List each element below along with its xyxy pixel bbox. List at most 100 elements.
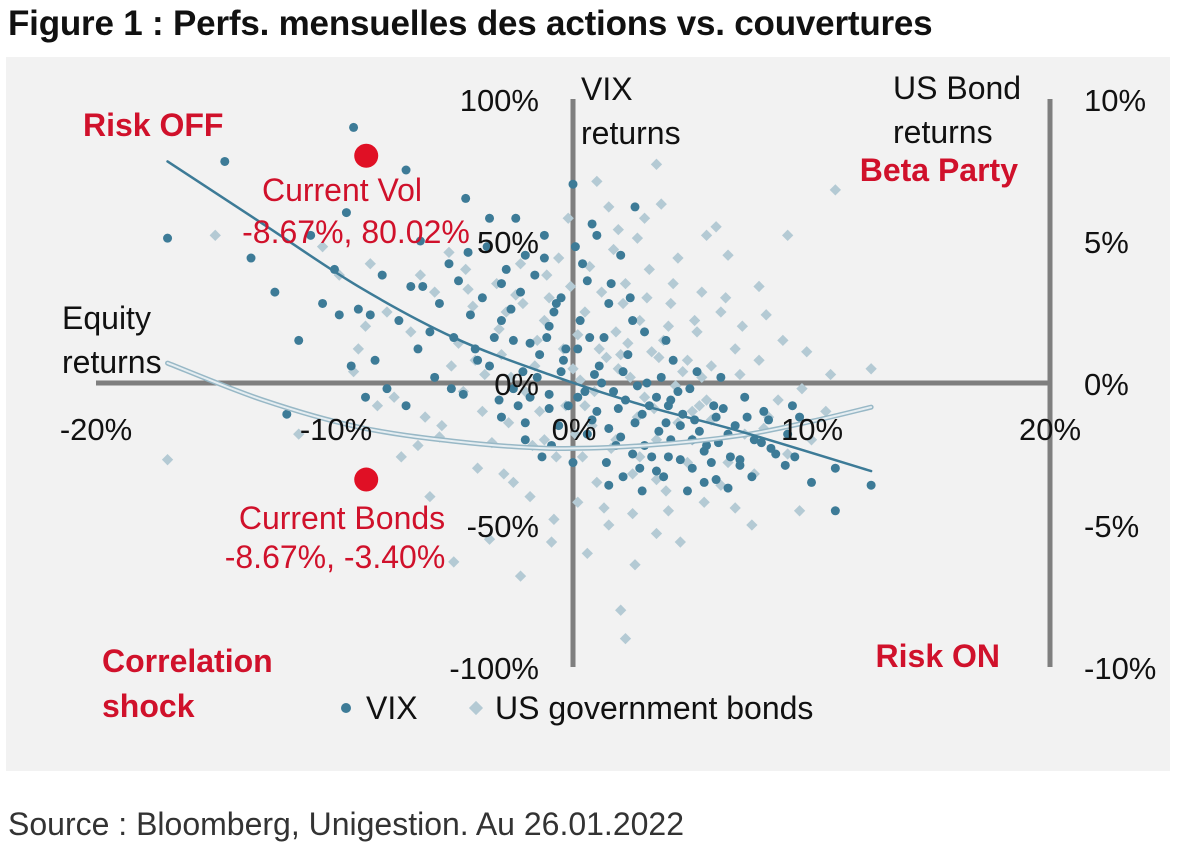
vix-point [687, 463, 697, 473]
vix-point [654, 426, 664, 436]
vix-point [601, 458, 611, 468]
vix-point [544, 404, 554, 414]
vix-point [723, 483, 733, 493]
vix-point [413, 344, 423, 354]
vix-point [246, 253, 256, 263]
legend-vix-label: VIX [366, 690, 418, 726]
y-right-axis-title: US Bond [893, 70, 1021, 106]
bonds-point [607, 243, 620, 256]
x-tick-label: 10% [781, 412, 843, 447]
vix-point [508, 335, 518, 345]
vix-point [642, 378, 652, 388]
vix-point [508, 384, 518, 394]
bonds-point [805, 434, 818, 446]
bonds-point [498, 468, 510, 480]
vix-point [749, 435, 759, 445]
bonds-point [493, 323, 505, 335]
bonds-point [696, 286, 708, 298]
bonds-point [760, 309, 772, 321]
vix-point [742, 412, 752, 422]
bonds-point [600, 351, 613, 364]
legend-bonds-label: US government bonds [495, 690, 813, 726]
bonds-point [624, 371, 636, 383]
vix-point [766, 443, 776, 453]
legend-bonds-marker [468, 700, 484, 716]
vix-point [306, 230, 316, 240]
bonds-point [429, 286, 441, 298]
vix-point [578, 259, 588, 269]
vix-point [592, 406, 602, 416]
vix-point [501, 264, 511, 274]
vix-point [525, 392, 535, 402]
bonds-point [591, 476, 603, 489]
vix-point [613, 404, 623, 414]
bonds-point [448, 556, 460, 568]
bonds-point [865, 363, 877, 375]
bonds-fit-curve [166, 362, 873, 450]
bonds-point [436, 419, 448, 432]
tick-labels: -20% -10% 0% 10% 20% 100% 50% 0% -50% -1… [60, 83, 1157, 686]
bonds-point [653, 351, 665, 364]
vix-point [454, 276, 464, 286]
vix-point [718, 404, 728, 414]
vix-point [756, 438, 766, 448]
y-right-tick-label: 5% [1084, 225, 1129, 260]
vix-point [625, 293, 635, 303]
vix-point [430, 372, 440, 382]
vix-point [790, 452, 800, 462]
bonds-point [462, 283, 474, 295]
quadrant-label-beta-party: Beta Party [860, 152, 1019, 188]
vix-point [661, 335, 671, 345]
bonds-point [562, 212, 574, 224]
vix-point [702, 440, 712, 450]
bonds-point [772, 394, 784, 406]
vix-point [730, 421, 740, 431]
vix-point [341, 208, 351, 218]
current-vol-value: -8.67%, 80.02% [242, 214, 470, 250]
current-bonds-value: -8.67%, -3.40% [225, 539, 446, 575]
vix-point [401, 401, 411, 411]
bonds-point [746, 519, 758, 531]
vix-point [511, 213, 521, 223]
bonds-point [700, 394, 713, 406]
bonds-point [414, 269, 427, 281]
y-left-tick-label: -50% [467, 509, 539, 544]
bonds-point [691, 326, 703, 338]
vix-point [706, 458, 716, 468]
bonds-point [514, 258, 527, 270]
bonds-point [719, 292, 732, 304]
bonds-point [824, 368, 837, 381]
vix-point [628, 316, 638, 326]
bonds-point [722, 249, 734, 261]
bonds-point [612, 223, 624, 236]
bonds-point [610, 326, 622, 338]
bonds-point [793, 505, 806, 517]
source-note: Source : Bloomberg, Unigestion. Au 26.01… [8, 806, 684, 842]
bonds-point [677, 365, 689, 378]
bonds-point [688, 314, 701, 327]
bonds-point [615, 604, 627, 616]
bonds-point [650, 158, 663, 170]
bonds-point [352, 343, 365, 355]
axis-titles: VIX returns US Bond returns Equity retur… [62, 70, 1021, 380]
vix-point [647, 452, 657, 462]
bonds-point [424, 490, 436, 503]
bonds-point [693, 400, 706, 412]
vix-point [582, 429, 592, 439]
bonds-point [550, 451, 562, 463]
vix-point [318, 298, 328, 308]
vix-point [682, 486, 692, 496]
bonds-point [674, 536, 686, 548]
bonds-point [638, 391, 651, 403]
bonds-point [820, 405, 832, 418]
bonds-point [359, 320, 372, 332]
bonds-point [507, 476, 520, 489]
vix-point [542, 333, 552, 343]
vix-point [270, 287, 280, 297]
vix-point [461, 193, 471, 203]
bonds-point [381, 306, 393, 318]
vix-point [830, 463, 840, 473]
vix-point [759, 406, 769, 416]
vix-point [516, 287, 526, 297]
bonds-point [753, 354, 765, 366]
